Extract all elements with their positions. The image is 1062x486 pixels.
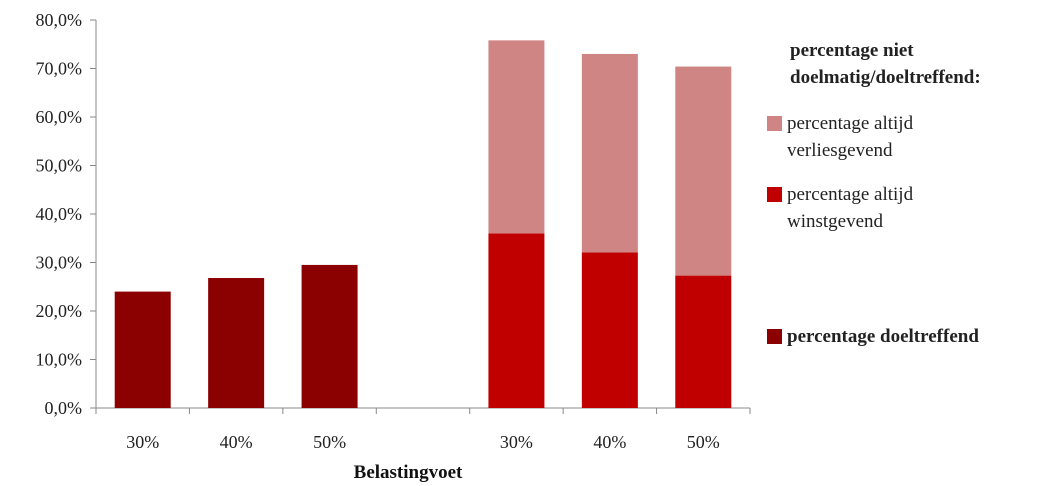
legend-item-label: percentage altijd [787, 184, 914, 205]
bar-segment [208, 278, 265, 408]
axes [90, 19, 751, 414]
y-tick-label: 10,0% [36, 350, 83, 370]
bar-segment [301, 264, 358, 408]
bar-segment [581, 252, 638, 408]
x-tick-label: 40% [220, 432, 253, 452]
legend: percentage niet doelmatig/doeltreffend: pe… [767, 40, 981, 347]
x-axis-label: Belastingvoet [354, 462, 463, 483]
legend-swatch [767, 329, 782, 344]
bar-segment [675, 66, 732, 276]
legend-item-label: percentage altijd [787, 113, 914, 134]
legend-group-title: percentage niet [790, 40, 914, 61]
bar-segment [488, 233, 545, 408]
y-tick-label: 60,0% [36, 107, 83, 127]
x-tick-label: 40% [593, 432, 626, 452]
bar-segment [675, 275, 732, 408]
tick-labels: 0,0% 10,0% 20,0% 30,0% 40,0% 50,0% 60,0% 70,0% 8… [36, 10, 720, 452]
bar-segment [488, 40, 545, 234]
x-tick-label: 30% [126, 432, 159, 452]
x-tick-label: 50% [687, 432, 720, 452]
legend-group-title: doelmatig/doeltreffend: [790, 67, 981, 88]
y-tick-label: 80,0% [36, 10, 83, 30]
bars [114, 40, 732, 408]
y-tick-label: 40,0% [36, 204, 83, 224]
x-tick-label: 30% [500, 432, 533, 452]
y-tick-label: 0,0% [45, 398, 83, 418]
legend-swatch [767, 116, 782, 131]
x-tick-label: 50% [313, 432, 346, 452]
bar-segment [581, 53, 638, 253]
y-tick-label: 20,0% [36, 301, 83, 321]
bar-segment [114, 291, 171, 408]
legend-swatch [767, 187, 782, 202]
legend-item-label: winstgevend [787, 211, 884, 232]
legend-item-label: percentage doeltreffend [787, 326, 979, 347]
y-tick-label: 50,0% [36, 156, 83, 176]
y-tick-label: 30,0% [36, 253, 83, 273]
y-tick-label: 70,0% [36, 59, 83, 79]
legend-item-label: verliesgevend [787, 140, 893, 161]
